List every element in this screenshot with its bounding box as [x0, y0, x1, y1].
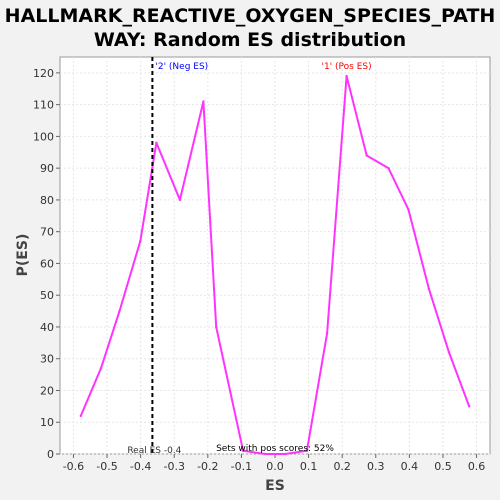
x-tick-label: -0.3 — [163, 460, 184, 473]
series-point — [139, 240, 142, 243]
x-axis-label: ES — [265, 478, 285, 494]
y-tick-label: 90 — [40, 162, 54, 175]
series-point — [178, 198, 182, 202]
y-tick-label: 60 — [40, 257, 54, 270]
series-layer — [79, 74, 471, 456]
series-point — [241, 449, 245, 453]
series-point — [447, 351, 451, 354]
annotation-layer: '2' (Neg ES) '1' (Pos ES) Real ES -0.4 S… — [127, 57, 372, 456]
y-tick-label: 10 — [40, 416, 54, 429]
chart-title-line-1: HALLMARK_REACTIVE_OXYGEN_SPECIES_PATH — [5, 5, 496, 27]
plot-area — [59, 56, 491, 455]
series-point — [215, 325, 218, 329]
series-point — [202, 100, 205, 103]
y-tick-label: 30 — [40, 353, 54, 366]
series-point — [305, 449, 309, 453]
series-point — [467, 405, 471, 408]
x-tick-label: -0.1 — [231, 460, 252, 473]
series-point — [155, 141, 158, 144]
x-tick-label: 0.0 — [266, 460, 284, 473]
chart-title-line-2: WAY: Random ES distribution — [94, 29, 406, 51]
y-tick-label: 50 — [40, 289, 54, 302]
series-line — [79, 75, 471, 455]
x-tick-label: 0.1 — [300, 460, 318, 473]
series-point — [427, 287, 431, 291]
x-tick-label: 0.6 — [468, 460, 486, 473]
tick-layer: -0.6 -0.5 -0.4 -0.3 -0.2 -0.1 0.0 0.1 0.2 0.3 0.4 0… — [33, 67, 485, 473]
pos-es-label: '1' (Pos ES) — [321, 62, 371, 72]
series-point — [99, 367, 103, 370]
series-point — [387, 166, 390, 170]
series-point — [118, 309, 121, 313]
x-tick-label: -0.2 — [197, 460, 218, 473]
x-tick-label: 0.5 — [434, 460, 452, 473]
y-tick-label: 70 — [40, 226, 54, 239]
series-point — [283, 452, 287, 456]
series-point — [345, 74, 348, 78]
x-tick-label: 0.3 — [367, 460, 385, 473]
y-tick-label: 20 — [40, 384, 54, 397]
y-tick-label: 110 — [33, 99, 54, 112]
series-point — [79, 414, 83, 418]
y-tick-label: 120 — [33, 67, 54, 80]
y-tick-label: 80 — [40, 194, 54, 207]
x-tick-label: 0.2 — [333, 460, 351, 473]
series-point — [365, 154, 368, 157]
y-tick-label: 100 — [33, 130, 54, 143]
series-point — [325, 332, 329, 335]
x-tick-label: -0.4 — [130, 460, 151, 473]
series-point — [263, 452, 267, 456]
y-axis-label: P(ES) — [15, 234, 31, 277]
y-tick-label: 40 — [40, 321, 54, 334]
neg-es-label: '2' (Neg ES) — [155, 62, 208, 72]
sets-with-pos-scores-label: Sets with pos scores: 52% — [216, 444, 334, 454]
x-tick-label: 0.4 — [401, 460, 419, 473]
real-es-label: Real ES -0.4 — [127, 446, 181, 456]
x-tick-label: -0.6 — [63, 460, 84, 473]
y-tick-label: 0 — [47, 448, 54, 461]
series-point — [407, 208, 410, 211]
x-tick-label: -0.5 — [96, 460, 117, 473]
